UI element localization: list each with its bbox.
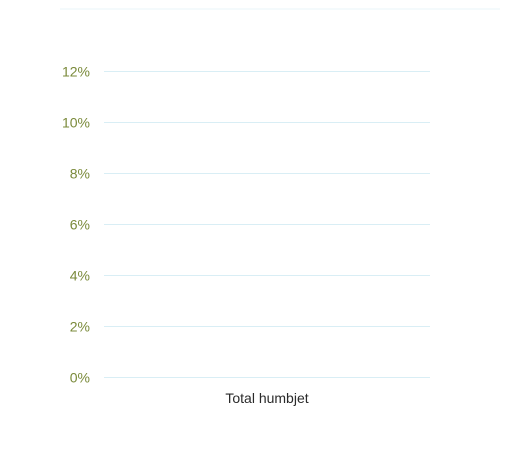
y-tick-label: 6% <box>70 217 90 233</box>
y-tick-label: 4% <box>70 268 90 284</box>
y-tick-label: 12% <box>62 64 90 80</box>
x-axis-category-labels: Total humbjet <box>225 390 308 406</box>
y-tick-label: 10% <box>62 115 90 131</box>
gridlines <box>104 71 430 378</box>
y-axis-tick-labels: 0% 2% 4% 6% 8% 10% 12% <box>62 64 90 386</box>
x-category-label: Total humbjet <box>225 390 308 406</box>
y-tick-label: 2% <box>70 319 90 335</box>
y-tick-label: 8% <box>70 166 90 182</box>
y-tick-label: 0% <box>70 370 90 386</box>
